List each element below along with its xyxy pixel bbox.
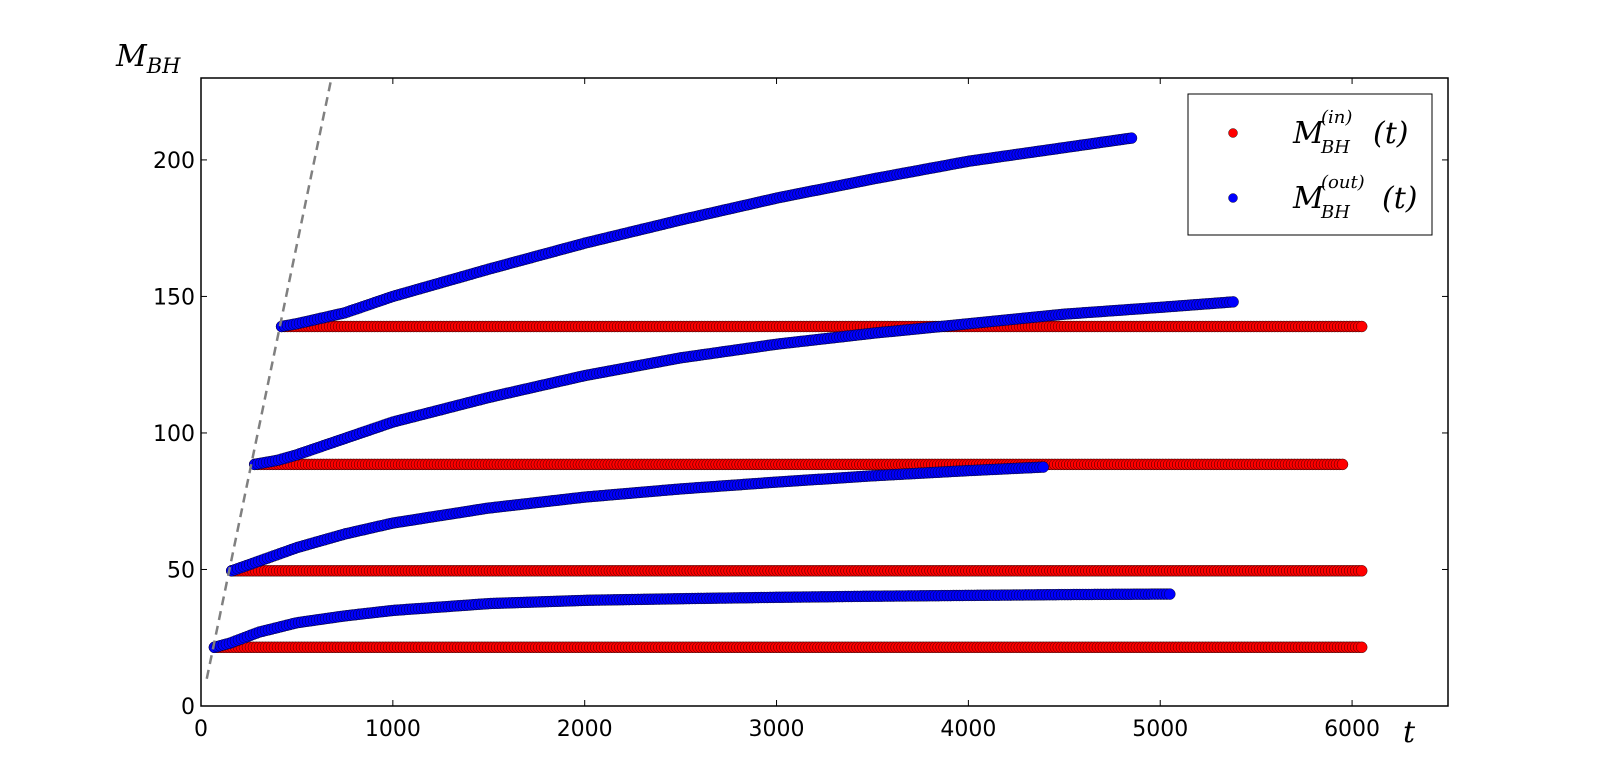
legend-label-sub: BH — [1320, 137, 1350, 158]
x-tick-label: 5000 — [1132, 717, 1188, 742]
series-in-3 — [275, 320, 1368, 333]
y-tick-label: 100 — [153, 422, 195, 447]
legend-label-arg: (t) — [1382, 181, 1417, 216]
data-point — [1125, 132, 1138, 144]
x-tick-label: 4000 — [940, 717, 996, 742]
guide-line — [205, 77, 333, 679]
y-tick-label: 150 — [153, 285, 195, 310]
x-tick-label: 2000 — [557, 717, 613, 742]
legend-marker — [1228, 193, 1238, 203]
y-axis-label: MBH — [115, 39, 181, 78]
y-tick-label: 200 — [153, 149, 195, 174]
legend-label-sup: (out) — [1321, 172, 1365, 193]
y-tick-label: 0 — [181, 695, 195, 720]
data-point — [1164, 588, 1176, 600]
legend-label-sub: BH — [1320, 202, 1350, 223]
x-tick-label: 1000 — [365, 717, 421, 742]
data-point — [1355, 565, 1368, 577]
plot-markers — [208, 132, 1368, 653]
y-tick-label: 50 — [167, 558, 195, 583]
legend-marker — [1228, 128, 1238, 138]
series-in-1 — [225, 565, 1368, 577]
x-tick-label: 3000 — [749, 717, 805, 742]
x-tick-label: 6000 — [1324, 717, 1380, 742]
series-out-5 — [225, 461, 1049, 577]
x-axis-label: t — [1403, 715, 1416, 750]
data-point — [1336, 458, 1349, 471]
series-out-7 — [275, 132, 1138, 333]
legend-label-arg: (t) — [1373, 116, 1408, 151]
series-in-2 — [248, 458, 1349, 471]
series-in-0 — [208, 641, 1368, 653]
x-tick-label: 0 — [194, 717, 208, 742]
data-point — [1355, 641, 1368, 653]
data-point — [1355, 320, 1368, 333]
legend: M(in)BH (t)M(out)BH (t) — [1187, 93, 1433, 236]
series-out-4 — [208, 588, 1176, 653]
legend-label-sup: (in) — [1321, 107, 1352, 128]
data-point — [1037, 461, 1049, 473]
data-point — [1227, 296, 1239, 308]
